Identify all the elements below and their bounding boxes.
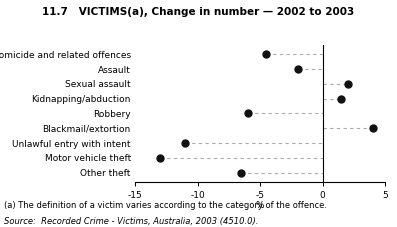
Text: Source:  Recorded Crime - Victims, Australia, 2003 (4510.0).: Source: Recorded Crime - Victims, Austra… [4,217,258,226]
Point [338,97,345,101]
Point [344,82,351,86]
Point [369,126,376,130]
Text: 11.7   VICTIMS(a), Change in number — 2002 to 2003: 11.7 VICTIMS(a), Change in number — 2002… [42,7,355,17]
Point [238,171,245,175]
Point [295,67,301,71]
Text: (a) The definition of a victim varies according to the category of the offence.: (a) The definition of a victim varies ac… [4,201,327,210]
Point [263,52,270,56]
Point [157,156,163,160]
Point [245,112,251,115]
X-axis label: %: % [256,201,264,210]
Point [182,141,188,145]
